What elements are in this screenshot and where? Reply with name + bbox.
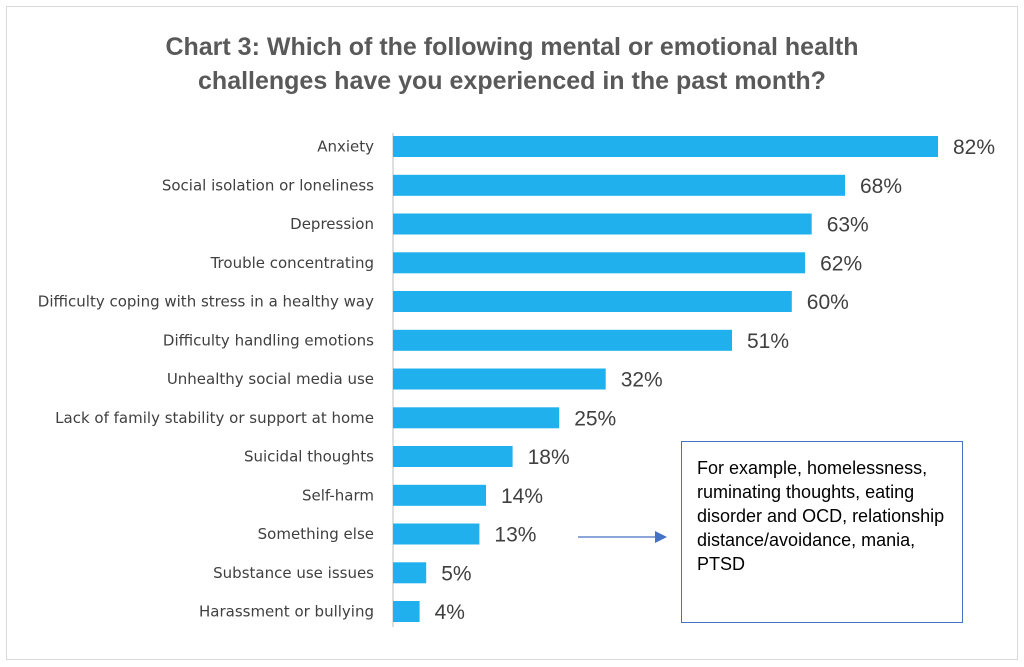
- annotation-text: For example, homelessness, ruminating th…: [697, 458, 945, 574]
- bar-4: [393, 252, 806, 274]
- value-label-8: 25%: [574, 407, 616, 430]
- bar-9: [393, 446, 513, 467]
- category-label-5: Difficulty coping with stress in a healt…: [38, 293, 374, 311]
- annotation-arrow-head: [655, 531, 667, 543]
- category-label-8: Lack of family stability or support at h…: [55, 409, 374, 427]
- category-label-11: Something else: [258, 525, 374, 543]
- value-label-13: 4%: [435, 601, 465, 624]
- bar-7: [393, 368, 606, 390]
- bar-5: [393, 291, 792, 312]
- bar-1: [393, 136, 938, 157]
- value-label-2: 68%: [860, 175, 902, 198]
- value-label-11: 13%: [494, 524, 536, 547]
- chart-title-line-1: Chart 3: Which of the following mental o…: [165, 33, 858, 61]
- chart-title-line-2: challenges have you experienced in the p…: [198, 67, 826, 95]
- annotation-box: For example, homelessness, ruminating th…: [681, 441, 963, 623]
- bar-10: [393, 484, 486, 506]
- value-label-3: 63%: [827, 214, 869, 237]
- value-label-12: 5%: [441, 562, 471, 585]
- category-labels-group: Anxiety Social isolation or loneliness Dep…: [38, 138, 374, 621]
- bars-group: [393, 136, 938, 622]
- category-label-1: Anxiety: [317, 138, 374, 156]
- bar-13: [393, 601, 420, 622]
- value-label-9: 18%: [528, 446, 570, 469]
- bar-3: [393, 213, 812, 235]
- category-label-10: Self-harm: [302, 486, 374, 504]
- category-label-3: Depression: [290, 215, 374, 233]
- bar-11: [393, 523, 480, 545]
- value-label-1: 82%: [953, 136, 995, 159]
- category-label-9: Suicidal thoughts: [244, 448, 374, 466]
- value-label-4: 62%: [820, 252, 862, 275]
- category-label-12: Substance use issues: [213, 564, 374, 582]
- category-label-7: Unhealthy social media use: [167, 370, 374, 388]
- value-labels-group: 82% 68% 63% 62% 60% 51% 32%25%18% 14% 13% 5% 4%: [435, 136, 995, 624]
- value-label-7: 32%: [621, 369, 663, 392]
- value-label-10: 14%: [501, 485, 543, 508]
- value-label-5: 60%: [807, 291, 849, 314]
- category-label-2: Social isolation or loneliness: [162, 176, 374, 194]
- bar-6: [393, 329, 732, 351]
- bar-8: [393, 407, 560, 429]
- category-label-13: Harassment or bullying: [199, 603, 374, 621]
- annotation-arrow: [578, 531, 667, 543]
- value-label-6: 51%: [747, 330, 789, 353]
- bar-2: [393, 174, 845, 196]
- category-label-6: Difficulty handling emotions: [163, 331, 374, 349]
- category-label-4: Trouble concentrating: [210, 254, 374, 272]
- bar-12: [393, 562, 427, 584]
